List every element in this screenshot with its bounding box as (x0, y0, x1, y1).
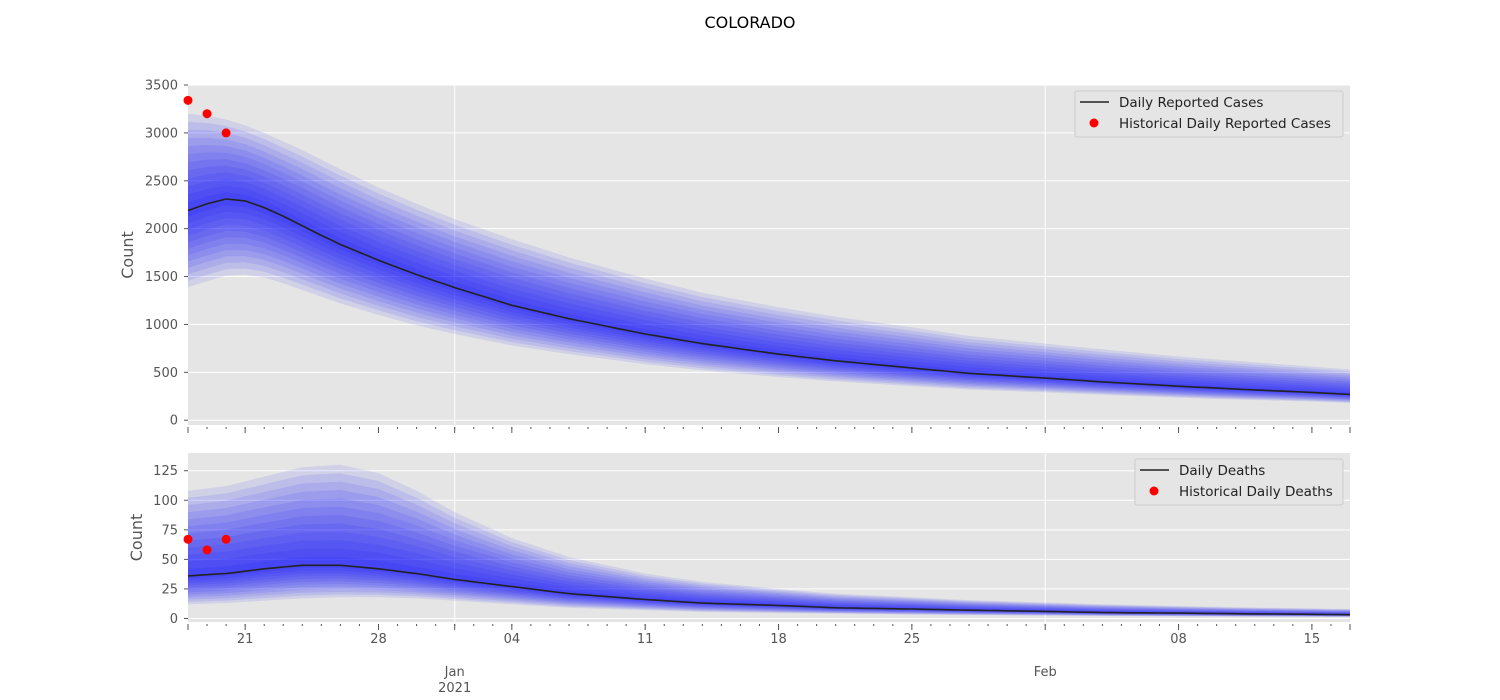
x-tick-label: 21 (237, 632, 254, 647)
cases-panel: 0 500 1000 1500 2000 2500 3000 3500 Count Daily… (118, 79, 1351, 433)
uncertainty-band (188, 192, 1350, 396)
deaths-grid (188, 453, 1350, 622)
y-tick-label: 3000 (145, 126, 178, 141)
cases-legend-dot-swatch (1089, 118, 1099, 128)
y-tick-label: 25 (161, 582, 178, 597)
median-line (187, 564, 1351, 616)
x-tick-label: 28 (370, 632, 387, 647)
uncertainty-band (188, 506, 1350, 616)
cases-legend-box (1074, 90, 1344, 138)
historical-point (202, 109, 212, 119)
y-tick-label: 50 (161, 553, 178, 568)
uncertainty-band (188, 121, 1350, 403)
x-tick-label: 15 (1304, 632, 1321, 647)
uncertainty-band (188, 498, 1350, 617)
figure-title: COLORADO (704, 13, 795, 32)
deaths-series (183, 534, 1351, 616)
cases-y-axis-label: Count (118, 231, 137, 279)
y-tick-label: 3500 (145, 79, 178, 94)
cases-legend-label-historical: Historical Daily Reported Cases (1119, 116, 1331, 132)
deaths-panel: 0 25 50 75 100 125 21 28 04 11 18 25 08 15 Count Dai… (127, 453, 1351, 647)
deaths-y-ticks: 0 25 50 75 100 125 (153, 464, 188, 627)
y-tick-label: 1000 (145, 318, 178, 333)
cases-plot-area (188, 85, 1350, 425)
cases-legend-label-median: Daily Reported Cases (1119, 95, 1263, 111)
uncertainty-band (188, 129, 1350, 402)
uncertainty-band (188, 523, 1350, 616)
uncertainty-band (188, 464, 1350, 617)
month-label: Jan (444, 665, 465, 680)
deaths-legend-dot-swatch (1149, 486, 1159, 496)
cases-series (183, 95, 1351, 396)
cases-x-ticks (187, 427, 1351, 433)
uncertainty-band (188, 113, 1350, 403)
year-label: 2021 (438, 681, 471, 696)
uncertainty-band (188, 548, 1350, 615)
cases-uncertainty-bands (188, 113, 1350, 403)
historical-point (183, 95, 193, 105)
y-tick-label: 100 (153, 494, 178, 509)
y-tick-label: 125 (153, 464, 178, 479)
x-tick-label: 04 (504, 632, 521, 647)
y-tick-label: 500 (153, 366, 178, 381)
deaths-legend: Daily Deaths Historical Daily Deaths (1134, 458, 1344, 506)
cases-y-ticks: 0 500 1000 1500 2000 2500 3000 3500 (145, 79, 188, 429)
x-tick-label: 25 (904, 632, 921, 647)
uncertainty-band (188, 540, 1350, 616)
historical-point (221, 534, 231, 544)
y-tick-label: 2000 (145, 222, 178, 237)
y-tick-label: 0 (170, 414, 178, 429)
x-tick-label: 18 (770, 632, 787, 647)
deaths-legend-label-median: Daily Deaths (1179, 463, 1265, 479)
historical-point (183, 534, 193, 544)
historical-point (221, 128, 231, 138)
deaths-y-axis-label: Count (127, 514, 146, 562)
y-tick-label: 75 (161, 523, 178, 538)
uncertainty-band (188, 137, 1350, 401)
uncertainty-band (188, 185, 1350, 396)
deaths-x-ticks: 21 28 04 11 18 25 08 15 (187, 624, 1351, 647)
deaths-legend-label-historical: Historical Daily Deaths (1179, 484, 1333, 500)
uncertainty-band (188, 556, 1350, 615)
uncertainty-band (188, 165, 1350, 398)
uncertainty-band (188, 159, 1350, 399)
y-tick-label: 2500 (145, 174, 178, 189)
y-tick-label: 0 (170, 612, 178, 627)
uncertainty-band (188, 515, 1350, 616)
x-tick-label: 08 (1170, 632, 1187, 647)
month-label: Feb (1034, 665, 1057, 680)
cases-legend: Daily Reported Cases Historical Daily Re… (1074, 90, 1344, 138)
median-line (187, 198, 1351, 396)
uncertainty-band (188, 489, 1350, 617)
uncertainty-band (188, 473, 1350, 617)
historical-point (202, 545, 212, 555)
x-tick-label: 11 (637, 632, 654, 647)
y-tick-label: 1500 (145, 270, 178, 285)
deaths-legend-box (1134, 458, 1344, 506)
uncertainty-band (188, 145, 1350, 401)
